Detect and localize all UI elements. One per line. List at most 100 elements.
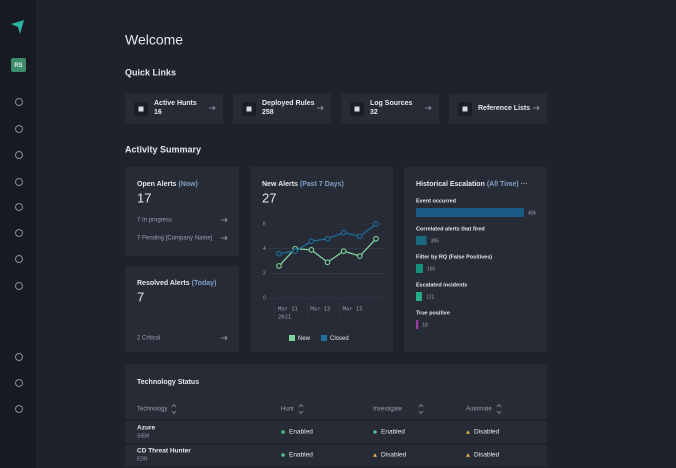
quick-link-glyph xyxy=(462,106,468,112)
legend-label: Closed xyxy=(330,336,349,342)
bar xyxy=(416,292,422,301)
avatar[interactable] xyxy=(11,58,26,72)
arrow[interactable] xyxy=(221,335,228,341)
card xyxy=(125,266,239,352)
legend-swatch xyxy=(289,335,295,341)
value-label: 18 xyxy=(422,322,428,328)
point xyxy=(324,235,331,242)
x-tick-note: 2021 xyxy=(278,315,291,321)
status-icon xyxy=(281,453,285,457)
status-icon xyxy=(373,430,377,434)
status-icon xyxy=(466,430,470,434)
legend-swatch xyxy=(321,335,327,341)
arrow xyxy=(425,105,432,111)
detail[interactable]: 7 In progress xyxy=(137,218,172,224)
quick-link-label: Reference Lists xyxy=(478,105,530,112)
column-header[interactable]: Technology xyxy=(137,407,167,413)
arrow[interactable] xyxy=(221,235,228,241)
bar-label: Correlated alerts that fired xyxy=(416,226,485,232)
detail[interactable]: 2 Critical xyxy=(137,336,160,342)
card-title: Open Alerts (Now) xyxy=(137,181,198,188)
logo[interactable] xyxy=(11,20,24,34)
card xyxy=(125,364,547,468)
nav-icon[interactable] xyxy=(15,353,23,361)
nav-icons xyxy=(15,98,23,413)
nav-icon[interactable] xyxy=(15,98,23,106)
status: Disabled xyxy=(474,452,500,459)
quick-link-glyph xyxy=(246,106,252,112)
card xyxy=(404,167,547,352)
quick-link-count: 32 xyxy=(370,109,378,116)
page-title: Welcome xyxy=(125,32,183,48)
qualifier: (Today) xyxy=(192,280,217,287)
quick-link-glyph xyxy=(138,106,144,112)
qualifier: (Past 7 Days) xyxy=(300,181,344,188)
tech-name: Azure xyxy=(137,425,155,432)
card-title: Historical Escalation (All Time) ··· xyxy=(416,181,528,188)
y-tick-label: 4 xyxy=(263,246,266,252)
point xyxy=(324,259,331,266)
column-header[interactable]: Hunt xyxy=(281,407,294,413)
arrow xyxy=(533,105,540,111)
nav-icon[interactable] xyxy=(15,151,23,159)
title: New Alerts xyxy=(262,181,298,188)
tech-kind: EDR xyxy=(137,456,148,462)
status: Disabled xyxy=(381,452,407,459)
card-title: New Alerts (Past 7 Days) xyxy=(262,181,344,188)
column-header[interactable]: Investigate xyxy=(373,407,403,413)
y-tick-label: 6 xyxy=(263,221,266,227)
sort-icon xyxy=(418,403,424,415)
bar-label: Escalated incidents xyxy=(416,282,467,288)
card-title: Resolved Alerts (Today) xyxy=(137,280,216,287)
tech-kind: SIEM xyxy=(137,433,149,439)
nav-icon[interactable] xyxy=(15,379,23,387)
arrow[interactable] xyxy=(221,217,228,223)
quick-link-count: 16 xyxy=(154,109,162,116)
nav-icon[interactable] xyxy=(15,405,23,413)
card xyxy=(125,167,239,256)
point xyxy=(276,250,282,257)
detail[interactable]: 7 Pending [Company Name] xyxy=(137,236,213,242)
arrow xyxy=(209,105,216,111)
title: Historical Escalation xyxy=(416,181,485,188)
point xyxy=(276,263,282,269)
count: 7 xyxy=(137,289,144,304)
title: Open Alerts xyxy=(137,181,177,188)
bar-label: True positive xyxy=(416,310,450,316)
status-icon xyxy=(373,453,377,457)
quick-link-label: Deployed Rules xyxy=(262,100,315,107)
menu[interactable]: ··· xyxy=(521,181,528,188)
nav-icon[interactable] xyxy=(15,255,23,263)
point xyxy=(340,248,347,254)
status: Disabled xyxy=(474,429,500,436)
sort-icon xyxy=(171,403,177,415)
status: Enabled xyxy=(289,452,313,459)
status: Enabled xyxy=(289,429,313,436)
sort-icon xyxy=(298,403,304,415)
nav-icon[interactable] xyxy=(15,125,23,133)
point xyxy=(356,253,363,259)
point xyxy=(373,235,379,242)
status: Enabled xyxy=(381,429,405,436)
point xyxy=(373,221,379,227)
point xyxy=(308,238,315,245)
nav-icon[interactable] xyxy=(15,203,23,211)
x-tick-label: Mar 15 xyxy=(343,307,363,313)
nav-icon[interactable] xyxy=(15,229,23,237)
status-icon xyxy=(466,453,470,457)
legend-label: New xyxy=(298,336,311,342)
column-header[interactable]: Automate xyxy=(466,407,492,413)
section-title: Activity Summary xyxy=(125,144,201,154)
qualifier: (Now) xyxy=(178,181,197,188)
point xyxy=(340,229,347,236)
nav-icon[interactable] xyxy=(15,282,23,290)
value-label: 121 xyxy=(426,294,435,300)
bar-label: Event occurred xyxy=(416,198,456,204)
value-label: 165 xyxy=(427,266,436,272)
avatar-initials: RS xyxy=(14,63,22,69)
y-tick-label: 2 xyxy=(263,271,266,277)
bar xyxy=(416,236,427,245)
nav-icon[interactable] xyxy=(15,178,23,186)
x-tick-label: Mar 13 xyxy=(310,307,330,313)
arrows xyxy=(221,217,228,341)
